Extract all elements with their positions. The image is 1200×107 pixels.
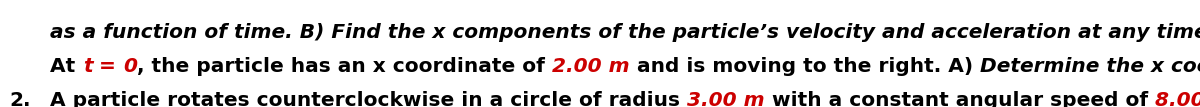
Text: 3.00 m: 3.00 m bbox=[688, 91, 766, 107]
Text: , the particle has an x coordinate of: , the particle has an x coordinate of bbox=[137, 57, 552, 76]
Text: and is moving to the right. A): and is moving to the right. A) bbox=[630, 57, 979, 76]
Text: 2.: 2. bbox=[10, 91, 31, 107]
Text: A particle rotates counterclockwise in a circle of radius: A particle rotates counterclockwise in a… bbox=[50, 91, 688, 107]
Text: as a function of time. B) Find the x components of the particle’s velocity and a: as a function of time. B) Find the x com… bbox=[50, 23, 1200, 42]
Text: At: At bbox=[50, 57, 83, 76]
Text: t: t bbox=[83, 57, 92, 76]
Text: =: = bbox=[92, 57, 124, 76]
Text: 8.00 rad/s: 8.00 rad/s bbox=[1156, 91, 1200, 107]
Text: Determine the x coordinate: Determine the x coordinate bbox=[979, 57, 1200, 76]
Text: with a constant angular speed of: with a constant angular speed of bbox=[766, 91, 1156, 107]
Text: 0: 0 bbox=[124, 57, 137, 76]
Text: 2.00 m: 2.00 m bbox=[552, 57, 630, 76]
